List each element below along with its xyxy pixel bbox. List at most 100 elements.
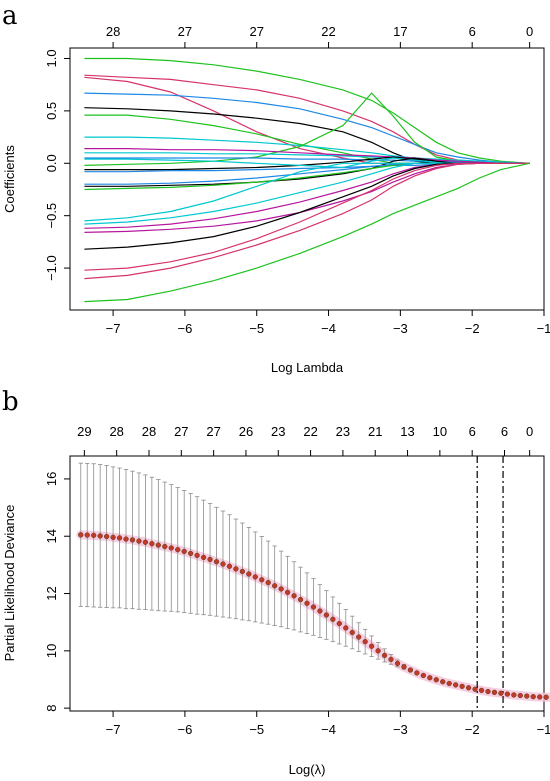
deviance-point — [297, 596, 304, 603]
x-tick-label: −2 — [465, 321, 480, 336]
panel-a-top-axis: 28 27 27 22 17 6 0 — [106, 24, 533, 48]
deviance-point — [485, 688, 491, 695]
deviance-point — [278, 586, 284, 592]
top-tick-label: 6 — [469, 24, 476, 39]
coef-path-9 — [84, 152, 530, 164]
deviance-point — [213, 559, 220, 565]
deviance-point — [188, 550, 194, 557]
mean-highlight-band — [76, 530, 550, 702]
top-tick-label: 22 — [303, 424, 317, 439]
deviance-point — [317, 608, 323, 614]
deviance-point — [336, 620, 342, 627]
deviance-point — [537, 694, 543, 700]
deviance-point — [226, 563, 233, 569]
top-tick-label: 28 — [109, 424, 123, 439]
coef-path-11 — [84, 148, 530, 164]
panel-b-top-axis: 29 28 28 27 27 26 23 22 23 21 13 10 6 6 0 — [77, 424, 533, 456]
y-tick-label: 10 — [44, 644, 59, 658]
x-tick-label: −2 — [465, 722, 480, 737]
y-tick-label: 0.5 — [44, 102, 59, 120]
deviance-point — [330, 616, 336, 622]
top-tick-label: 0 — [526, 24, 533, 39]
deviance-point — [168, 545, 174, 551]
deviance-point — [123, 536, 129, 542]
top-tick-label: 13 — [400, 424, 414, 439]
deviance-point — [272, 583, 278, 589]
y-tick-label: 0.0 — [44, 154, 59, 172]
deviance-point — [246, 571, 252, 577]
deviance-point — [394, 660, 401, 667]
deviance-point — [259, 577, 265, 583]
deviance-point — [498, 690, 504, 696]
x-tick-label: −1 — [537, 722, 550, 737]
deviance-point — [401, 664, 407, 670]
coef-path-3 — [84, 76, 530, 164]
x-tick-label: −7 — [106, 722, 121, 737]
deviance-point — [368, 643, 375, 649]
coef-path-4 — [84, 92, 530, 164]
x-tick-label: −7 — [106, 321, 121, 336]
coef-path-17 — [84, 162, 530, 185]
deviance-point — [472, 686, 478, 692]
top-tick-label: 29 — [77, 424, 91, 439]
deviance-point — [284, 589, 291, 596]
deviance-point — [129, 537, 136, 543]
coef-path-6 — [84, 114, 530, 164]
deviance-point — [530, 694, 536, 700]
panel-b-lambda-lines — [476, 456, 504, 711]
top-tick-label: 27 — [178, 24, 192, 39]
coef-path-24 — [84, 162, 530, 280]
deviance-point — [162, 543, 168, 550]
panel-b-y-axis: 8 10 12 14 16 — [44, 472, 70, 712]
top-tick-label: 28 — [106, 24, 120, 39]
deviance-point — [220, 561, 226, 567]
deviance-point — [207, 556, 213, 563]
deviance-point — [504, 691, 511, 697]
panel-b-errorbar-group — [78, 462, 549, 698]
y-tick-label: 1.0 — [44, 49, 59, 67]
panel-a-y-axis: −1.0 −0.5 0.0 0.5 1.0 — [44, 49, 70, 281]
deviance-point — [291, 593, 297, 599]
deviance-point — [310, 604, 317, 610]
top-tick-label: 6 — [501, 424, 508, 439]
deviance-point — [194, 552, 200, 559]
coef-path-19 — [84, 162, 530, 225]
top-tick-label: 6 — [469, 424, 476, 439]
coef-path-22 — [84, 162, 530, 250]
deviance-point — [181, 548, 187, 555]
panel-a-x-axis: −7 −6 −5 −4 −3 −2 −1 — [106, 310, 550, 336]
panel-a-y-label: Coefficients — [2, 145, 17, 213]
deviance-point — [304, 600, 310, 606]
deviance-point — [524, 693, 530, 699]
deviance-point — [116, 535, 123, 541]
deviance-point — [155, 542, 161, 548]
coef-path-18 — [84, 162, 530, 222]
panel-a-letter: a — [2, 1, 18, 31]
x-tick-label: −3 — [393, 321, 408, 336]
deviance-point — [465, 685, 472, 691]
deviance-point — [433, 677, 439, 683]
y-tick-label: −0.5 — [44, 203, 59, 229]
coef-path-25 — [84, 162, 530, 303]
x-tick-label: −5 — [249, 321, 264, 336]
top-tick-label: 27 — [206, 424, 220, 439]
panel-b-x-axis: −7 −6 −5 −4 −3 −2 −1 — [106, 711, 550, 737]
deviance-point — [233, 566, 239, 572]
panel-a-coefficient-paths: a −7 −6 −5 −4 −3 −2 −1 −1.0−0.50.00.51.0 28 27 2… — [2, 1, 550, 375]
panel-a-plot-frame — [69, 47, 545, 311]
deviance-point — [110, 534, 116, 541]
panel-b-plot-frame — [69, 455, 545, 712]
panel-b-points-group — [78, 532, 550, 700]
deviance-point — [78, 532, 84, 538]
x-tick-label: −3 — [393, 722, 408, 737]
deviance-point — [356, 634, 362, 640]
top-tick-label: 28 — [142, 424, 156, 439]
top-tick-label: 23 — [336, 424, 350, 439]
top-tick-label: 27 — [249, 24, 263, 39]
deviance-point — [91, 532, 97, 539]
panel-b-y-label: Partial Likelihood Deviance — [2, 505, 17, 662]
y-tick-label: −1.0 — [44, 255, 59, 281]
coef-path-23 — [84, 162, 530, 271]
deviance-point — [252, 574, 258, 580]
